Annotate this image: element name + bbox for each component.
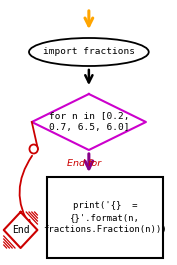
Ellipse shape (29, 38, 149, 66)
Text: for n in [0.2,
0.7, 6.5, 6.0]: for n in [0.2, 0.7, 6.5, 6.0] (49, 112, 129, 132)
Bar (47, 177, 163, 258)
Polygon shape (32, 94, 146, 150)
Text: End for: End for (67, 158, 101, 167)
Text: End: End (12, 225, 29, 235)
Circle shape (29, 144, 38, 153)
Text: print('{}  =
{}'.format(n,
fractions.Fraction(n))): print('{} = {}'.format(n, fractions.Frac… (43, 201, 167, 234)
Text: import fractions: import fractions (43, 47, 135, 56)
Polygon shape (4, 212, 37, 248)
